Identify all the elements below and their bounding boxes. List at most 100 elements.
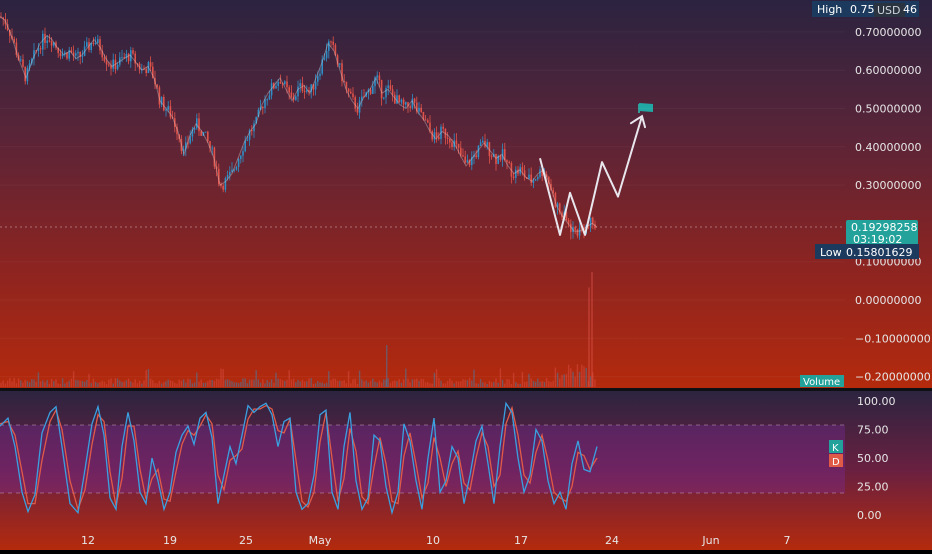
volume-bar [174,382,176,387]
volume-bar [178,379,180,387]
candle-body [156,84,158,88]
volume-bar [28,382,31,387]
candle-body [187,142,189,144]
candle-body [332,41,334,45]
stochastic-lines [0,401,598,516]
candle-body [405,102,407,105]
candle-body [233,169,235,171]
volume-bar [6,380,9,387]
candle-body [572,227,574,233]
candle-body [182,149,185,151]
bar-countdown: 03:19:02 [853,233,902,246]
candle-body [420,107,422,112]
last-price-value: 0.19298258 [851,221,917,234]
k-legend-label[interactable]: K [832,443,839,454]
candle-body [528,174,530,179]
candle-body [299,83,301,87]
candle-body [541,169,543,177]
currency-box[interactable] [874,3,905,17]
candle-body [460,147,462,156]
k-legend-box[interactable] [829,440,843,453]
candle-body [213,147,216,167]
candle-body [394,94,396,104]
oscillator-tick-label: 25.00 [857,481,889,494]
candle-body [471,156,473,166]
volume-bar [486,383,488,387]
volume-bar [209,379,211,387]
volume-bar [343,380,345,387]
price-axis[interactable]: 0.70000000 0.60000000 0.50000000 0.40000000… [0,26,931,384]
candle-body [222,185,224,190]
candle-body [33,50,35,59]
candle-body [189,136,191,144]
volume-bar [468,378,471,387]
candle-body [594,224,596,229]
candle-body [427,120,429,123]
volume-bar [479,379,482,387]
candle-body [449,139,451,143]
d-legend-box[interactable] [829,454,843,467]
candle-body [504,149,506,161]
currency-label[interactable]: USD [877,4,901,17]
volume-bar [559,378,561,387]
candle-body [530,174,532,184]
volume-bar [323,383,326,387]
candle-body [446,137,449,140]
volume-bar [570,368,572,387]
candle-body [376,75,378,78]
candle-body [482,140,484,143]
oscillator-axis[interactable]: 100.00 75.00 50.00 25.00 0.00 [857,395,896,522]
projection-path-drawing[interactable] [539,115,643,236]
candle-body [537,177,539,180]
candle-body [350,91,352,94]
volume-bar [31,379,33,387]
candle-body [438,137,440,139]
volume-bar [68,380,70,387]
candle-body [138,63,141,70]
candle-body [81,55,84,57]
candle-body [418,107,420,112]
volume-bar [262,379,264,387]
volume-bar [385,379,387,387]
volume-bar [433,372,436,387]
volume-bar [446,381,449,387]
volume-bar [66,382,68,387]
price-tick-label: −0.10000000 [855,332,931,345]
pane-separator[interactable] [0,388,932,391]
candle-body [306,90,308,92]
candle-body [11,35,13,39]
candle-body [114,59,117,70]
volume-bar [253,379,255,387]
candle-body [574,227,576,230]
volume-bar [420,378,422,387]
volume-bar [530,378,532,387]
volume-bar [534,381,537,387]
volume-bar [86,379,88,387]
volume-bar [429,383,431,387]
candle-body [130,50,132,62]
candle-body [9,29,11,36]
target-flag-icon[interactable] [638,103,653,113]
volume-bar [585,367,587,387]
time-axis[interactable]: 12 19 25 May 10 17 24 Jun 7 [81,534,791,547]
candle-body [475,155,477,158]
candle-body [383,97,385,99]
volume-bar [517,383,519,387]
candle-body [17,55,20,61]
volume-bar [116,378,119,387]
oscillator-band-fill [0,425,845,493]
volume-bar [251,379,253,387]
candle-body [464,156,466,163]
time-tick-label: Jun [701,534,719,547]
volume-bar [539,382,541,387]
volume-bar [218,379,220,387]
d-legend-label[interactable]: D [832,457,840,468]
volume-bar [367,382,370,387]
candle-body [402,99,405,105]
last-price-tag [846,220,918,245]
candle-body [112,59,114,69]
candle-body [211,147,213,149]
candle-body [407,102,409,107]
volume-bar [332,378,334,387]
volume-bar [233,382,235,387]
